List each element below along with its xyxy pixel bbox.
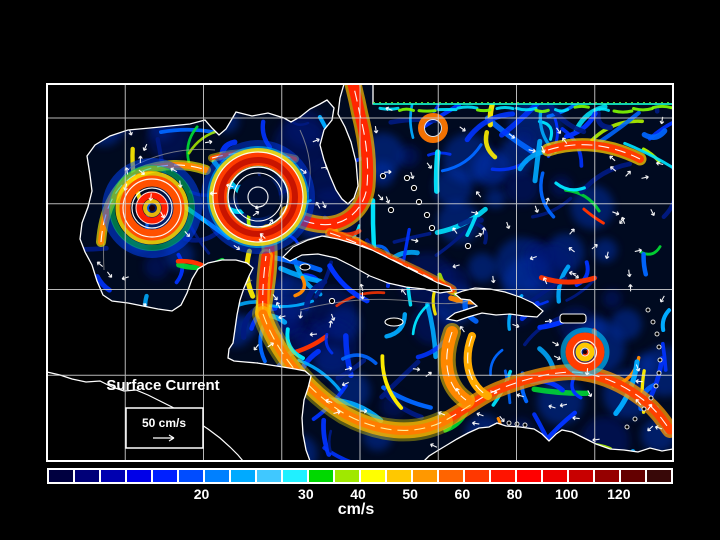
island-small bbox=[423, 211, 431, 219]
colorbar-units-label: cm/s bbox=[337, 501, 375, 518]
island-antilles bbox=[648, 395, 654, 401]
colorbar-segment bbox=[75, 470, 99, 482]
pacific-coastline bbox=[46, 371, 244, 462]
map-frame bbox=[46, 83, 674, 462]
colorbar-segment bbox=[595, 470, 619, 482]
island-antilles bbox=[654, 331, 660, 337]
surface-current-label: Surface Current bbox=[106, 377, 219, 394]
colorbar-segment bbox=[569, 470, 593, 482]
colorbar bbox=[47, 468, 673, 484]
island bbox=[445, 287, 544, 322]
island-small bbox=[410, 184, 418, 192]
island-antilles bbox=[632, 416, 638, 422]
colorbar-segment bbox=[127, 470, 151, 482]
colorbar-segment bbox=[491, 470, 515, 482]
scale-arrow-icon bbox=[153, 434, 175, 442]
colorbar-segment bbox=[439, 470, 463, 482]
island-jamaica bbox=[384, 317, 404, 327]
colorbar-segment bbox=[335, 470, 359, 482]
colorbar-segment bbox=[543, 470, 567, 482]
colorbar-segment bbox=[101, 470, 125, 482]
colorbar-segment bbox=[361, 470, 385, 482]
colorbar-segment bbox=[49, 470, 73, 482]
colorbar-tick-label: 30 bbox=[298, 486, 314, 502]
island-small bbox=[428, 224, 436, 232]
colorbar-segment bbox=[153, 470, 177, 482]
island-antilles bbox=[653, 383, 659, 389]
island-small bbox=[387, 206, 395, 214]
colorbar-tick-label: 120 bbox=[607, 486, 631, 502]
island-antilles bbox=[656, 344, 662, 350]
colorbar-segment bbox=[413, 470, 437, 482]
colorbar-tick-label: 60 bbox=[454, 486, 471, 502]
island-antilles bbox=[641, 406, 647, 412]
island-antilles bbox=[522, 422, 528, 428]
colorbar-tick-label: 50 bbox=[402, 486, 418, 502]
coastline bbox=[79, 83, 674, 462]
island-antilles bbox=[645, 307, 651, 313]
western-gulf-eddy bbox=[102, 158, 202, 258]
bathymetry-contour bbox=[299, 129, 311, 193]
island-small bbox=[403, 174, 411, 182]
graticule bbox=[47, 84, 673, 461]
island-puerto-rico bbox=[559, 313, 587, 324]
colorbar-segment bbox=[309, 470, 333, 482]
island bbox=[299, 263, 311, 271]
bathymetry-contour bbox=[299, 298, 471, 311]
colorbar-segment bbox=[387, 470, 411, 482]
colorbar-segment bbox=[517, 470, 541, 482]
island-antilles bbox=[650, 319, 656, 325]
vector-scale-label: 50 cm/s bbox=[142, 416, 186, 430]
colorbar-segment bbox=[283, 470, 307, 482]
colorbar-segment bbox=[647, 470, 671, 482]
colorbar-tick-label: 80 bbox=[506, 486, 523, 502]
mona-eddy bbox=[560, 327, 610, 377]
loop-current-eddy bbox=[201, 140, 315, 254]
island-antilles bbox=[506, 420, 512, 426]
colorbar-tick-label: 100 bbox=[554, 486, 579, 502]
colorbar-segment bbox=[621, 470, 645, 482]
island-antilles bbox=[624, 424, 630, 430]
colorbar-segment bbox=[231, 470, 255, 482]
colorbar-tick-label: 20 bbox=[193, 486, 210, 502]
colorbar-segment bbox=[179, 470, 203, 482]
colorbar-segment bbox=[257, 470, 281, 482]
colorbar-tick-label: 40 bbox=[350, 486, 366, 502]
island-antilles bbox=[656, 370, 662, 376]
island-small bbox=[328, 297, 336, 305]
vector-scale-box bbox=[125, 407, 204, 449]
colorbar-segment bbox=[205, 470, 229, 482]
island-small bbox=[464, 242, 472, 250]
colorbar-segment bbox=[465, 470, 489, 482]
island-small bbox=[379, 172, 387, 180]
island-antilles bbox=[657, 357, 663, 363]
